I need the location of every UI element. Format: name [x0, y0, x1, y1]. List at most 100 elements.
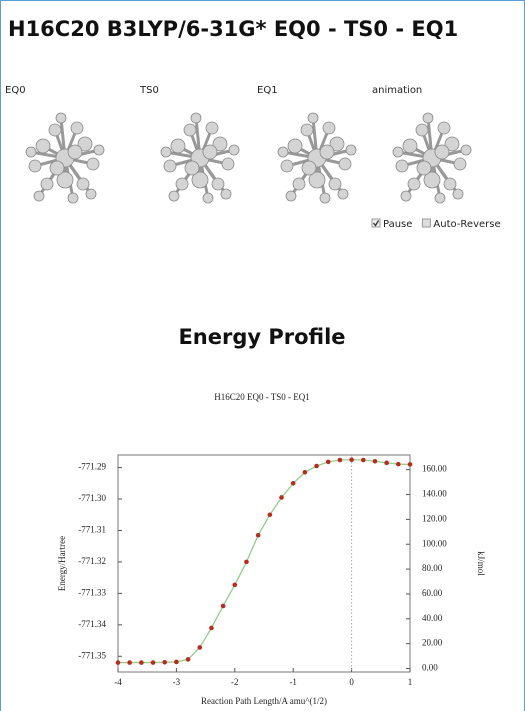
atom — [278, 147, 288, 157]
molecule-label: EQ0 — [5, 85, 26, 96]
molecule-label: animation — [372, 85, 422, 96]
atom — [339, 158, 351, 170]
atom — [184, 124, 196, 136]
atom — [408, 178, 420, 190]
plot-frame — [118, 455, 410, 672]
section-heading: Energy Profile — [178, 325, 345, 349]
chart-title: H16C20 EQ0 - TS0 - EQ1 — [214, 392, 310, 402]
atom — [203, 193, 213, 203]
data-point — [279, 495, 284, 500]
data-point — [151, 660, 156, 665]
y2-axis-label: kJ/mol — [476, 551, 486, 576]
atom — [49, 124, 61, 136]
data-point — [139, 660, 144, 665]
x-tick-label: 1 — [408, 677, 413, 687]
x-tick-label: -3 — [173, 677, 181, 687]
checkbox-label[interactable]: Auto-Reverse — [433, 219, 500, 230]
data-point — [116, 660, 121, 665]
atom — [416, 124, 428, 136]
atom — [222, 158, 234, 170]
atom — [435, 145, 449, 159]
checkbox[interactable] — [422, 219, 430, 227]
y-tick-label: -771.29 — [78, 462, 106, 472]
data-point — [396, 462, 401, 467]
data-point — [221, 604, 226, 609]
atom — [281, 160, 293, 172]
atom — [29, 160, 41, 172]
data-point — [303, 470, 308, 475]
atom — [191, 113, 201, 123]
atom — [393, 147, 403, 157]
atom — [36, 139, 50, 153]
y-tick-label: -771.35 — [78, 650, 106, 660]
molecule-image — [278, 113, 356, 203]
atom — [164, 160, 176, 172]
atom — [206, 122, 218, 134]
atom — [293, 178, 305, 190]
data-point — [408, 462, 413, 467]
molecule-label: EQ1 — [257, 85, 278, 96]
atom — [461, 145, 471, 155]
x-tick-label: -2 — [231, 677, 239, 687]
y-tick-label: -771.31 — [78, 525, 106, 535]
atom — [34, 191, 44, 201]
data-point — [373, 459, 378, 464]
checkbox-label[interactable]: Pause — [383, 219, 412, 230]
data-point — [197, 645, 202, 650]
atom — [301, 124, 313, 136]
atom — [229, 145, 239, 155]
atom — [203, 145, 217, 159]
atom — [438, 122, 450, 134]
y2-tick-label: 160.00 — [422, 464, 447, 474]
atom — [320, 145, 334, 159]
atom — [221, 189, 231, 199]
y2-tick-label: 0.00 — [422, 663, 438, 673]
atom — [396, 160, 408, 172]
data-point — [314, 464, 319, 469]
atom — [68, 145, 82, 159]
atom — [320, 193, 330, 203]
atom — [288, 139, 302, 153]
atom — [338, 189, 348, 199]
x-tick-label: -1 — [289, 677, 297, 687]
atom — [26, 147, 36, 157]
data-point — [256, 533, 261, 538]
data-point — [162, 660, 167, 665]
y2-tick-label: 40.00 — [422, 613, 443, 623]
atom — [68, 193, 78, 203]
atom — [346, 145, 356, 155]
y2-tick-label: 80.00 — [422, 563, 443, 573]
data-point — [361, 458, 366, 463]
data-point — [349, 457, 354, 462]
atom — [171, 139, 185, 153]
page: H16C20 B3LYP/6-31G* EQ0 - TS0 - EQ1 Ener… — [0, 0, 525, 711]
y-tick-label: -771.30 — [78, 493, 106, 503]
x-axis-label: Reaction Path Length/A amu^(1/2) — [201, 696, 327, 706]
atom — [77, 178, 89, 190]
y-tick-label: -771.32 — [78, 556, 106, 566]
atom — [71, 122, 83, 134]
atom — [94, 145, 104, 155]
atom — [329, 178, 341, 190]
atom — [87, 158, 99, 170]
atom — [308, 113, 318, 123]
y-tick-label: -771.33 — [78, 587, 106, 597]
data-point — [233, 583, 238, 588]
data-point — [209, 626, 214, 631]
atom — [161, 147, 171, 157]
page-border — [1, 1, 525, 711]
atom — [41, 178, 53, 190]
page-title: H16C20 B3LYP/6-31G* EQ0 - TS0 - EQ1 — [8, 17, 458, 41]
molecule-label: TS0 — [139, 85, 159, 96]
atom — [403, 139, 417, 153]
y-tick-label: -771.34 — [78, 619, 106, 629]
series-line — [118, 460, 410, 663]
x-tick-label: -4 — [114, 677, 122, 687]
data-point — [174, 660, 179, 665]
molecule-image — [161, 113, 239, 203]
atom — [401, 191, 411, 201]
atom — [417, 161, 431, 175]
atom — [86, 189, 96, 199]
atom — [435, 193, 445, 203]
molecule-image — [26, 113, 104, 203]
